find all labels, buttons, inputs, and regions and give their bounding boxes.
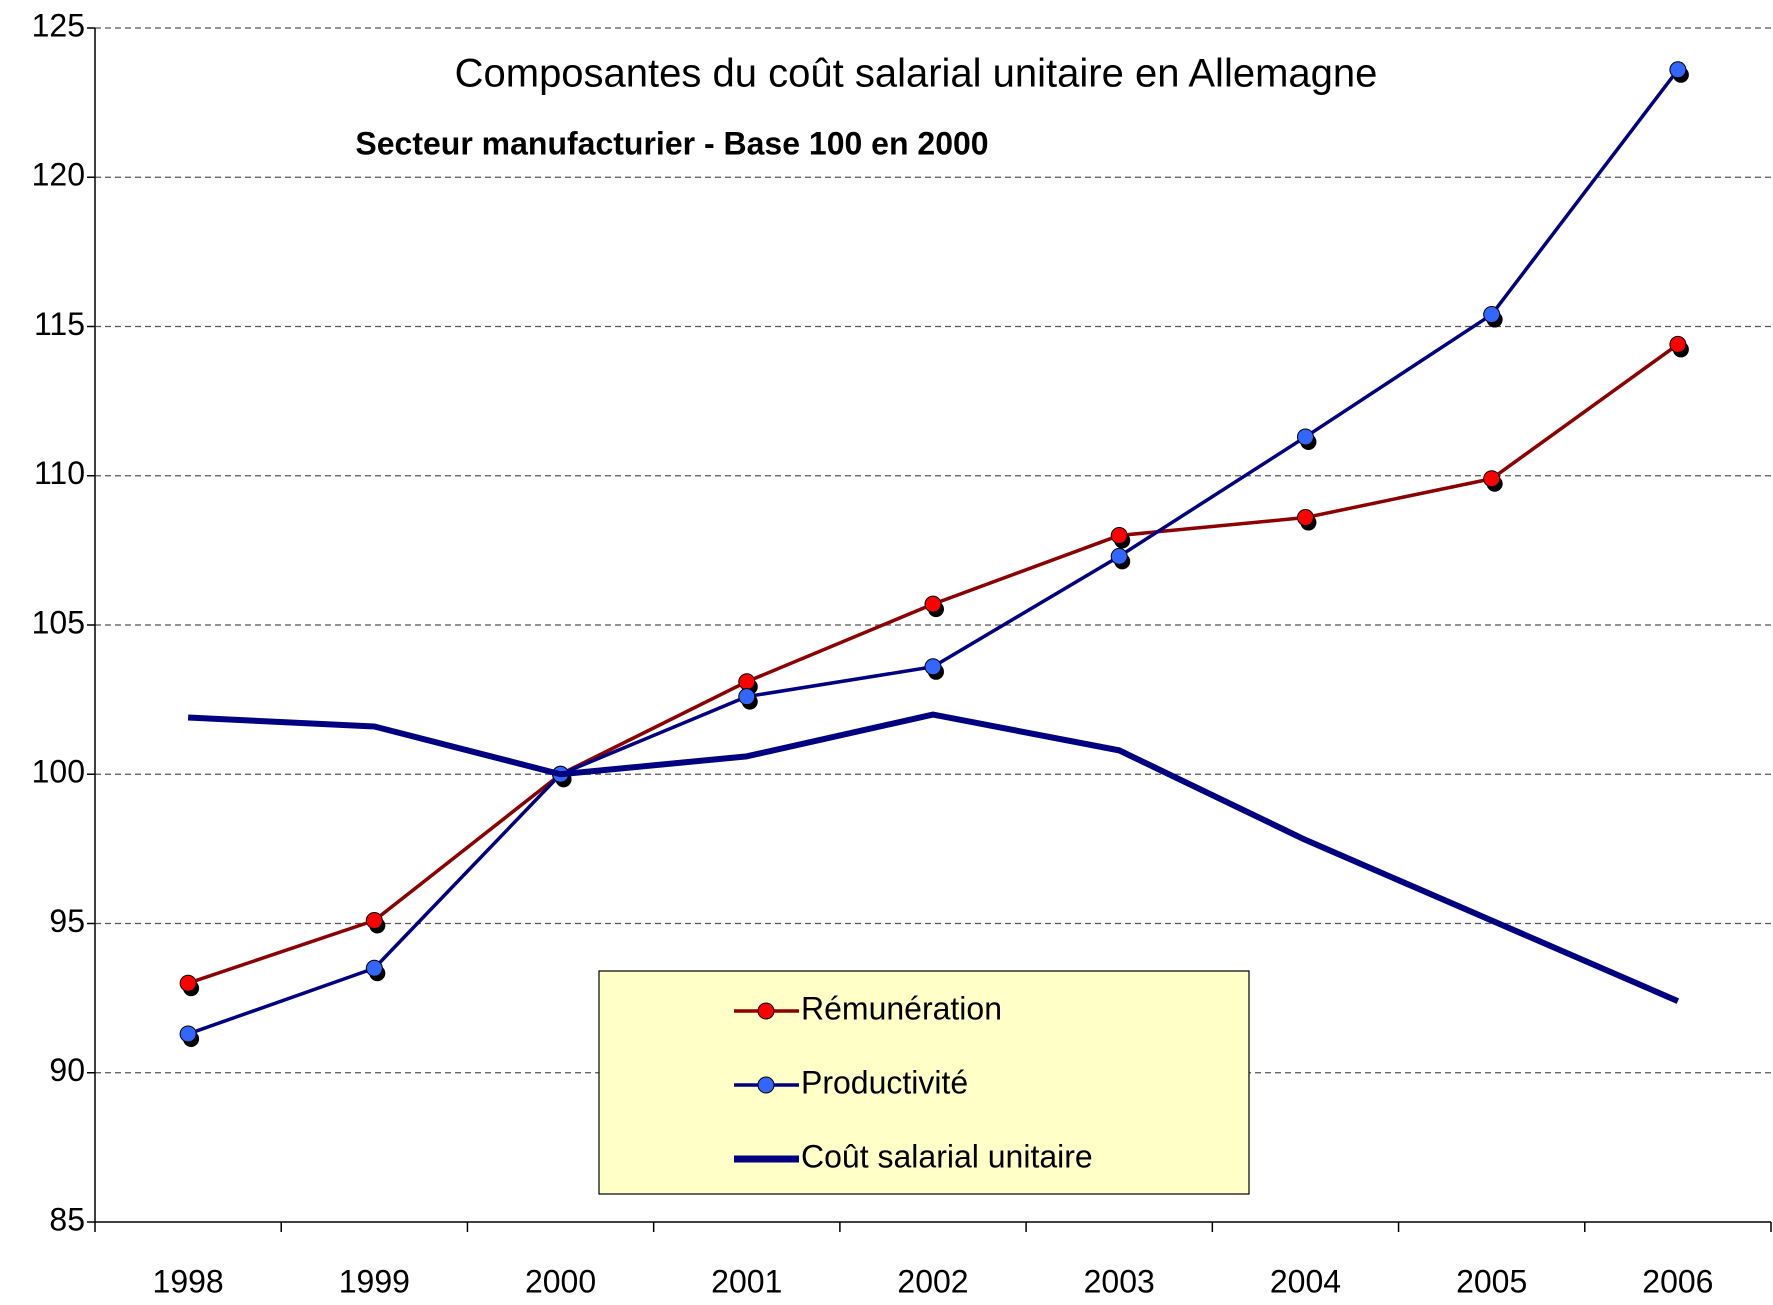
legend-marker	[757, 1002, 775, 1020]
marker	[1110, 547, 1128, 565]
marker	[1483, 470, 1501, 488]
marker	[1483, 306, 1501, 324]
chart-subtitle: Secteur manufacturier - Base 100 en 2000	[355, 125, 988, 161]
marker	[738, 688, 756, 706]
x-tick-label: 2000	[525, 1263, 596, 1299]
y-tick-label: 125	[32, 7, 85, 43]
y-tick-label: 95	[49, 903, 85, 939]
x-tick-label: 1999	[339, 1263, 410, 1299]
marker	[1296, 509, 1314, 527]
marker	[365, 912, 383, 930]
x-tick-label: 2002	[897, 1263, 968, 1299]
marker	[1669, 61, 1687, 79]
series-line	[187, 711, 1680, 1004]
x-tick-label: 2006	[1642, 1263, 1713, 1299]
marker	[1669, 335, 1687, 353]
marker	[924, 658, 942, 676]
y-tick-label: 120	[32, 157, 85, 193]
marker	[365, 959, 383, 977]
legend-label: Coût salarial unitaire	[801, 1138, 1093, 1174]
x-tick-label: 2004	[1270, 1263, 1341, 1299]
chart-title: Composantes du coût salarial unitaire en…	[455, 52, 1378, 96]
x-tick-label: 2003	[1084, 1263, 1155, 1299]
marker	[924, 595, 942, 613]
marker	[1296, 428, 1314, 446]
x-tick-label: 2005	[1456, 1263, 1527, 1299]
marker	[179, 974, 197, 992]
legend-marker	[757, 1076, 775, 1094]
y-tick-label: 110	[34, 455, 85, 491]
legend-label: Rémunération	[801, 990, 1002, 1026]
x-tick-label: 2001	[711, 1263, 782, 1299]
y-tick-label: 105	[32, 604, 85, 640]
y-tick-label: 85	[49, 1201, 85, 1237]
y-tick-label: 90	[49, 1052, 85, 1088]
y-tick-label: 100	[32, 754, 85, 790]
x-tick-label: 1998	[153, 1263, 224, 1299]
marker	[179, 1025, 197, 1043]
legend-label: Productivité	[801, 1064, 968, 1100]
marker	[738, 673, 756, 691]
marker	[1110, 526, 1128, 544]
y-tick-label: 115	[34, 306, 85, 342]
legend-box	[598, 970, 1250, 1195]
